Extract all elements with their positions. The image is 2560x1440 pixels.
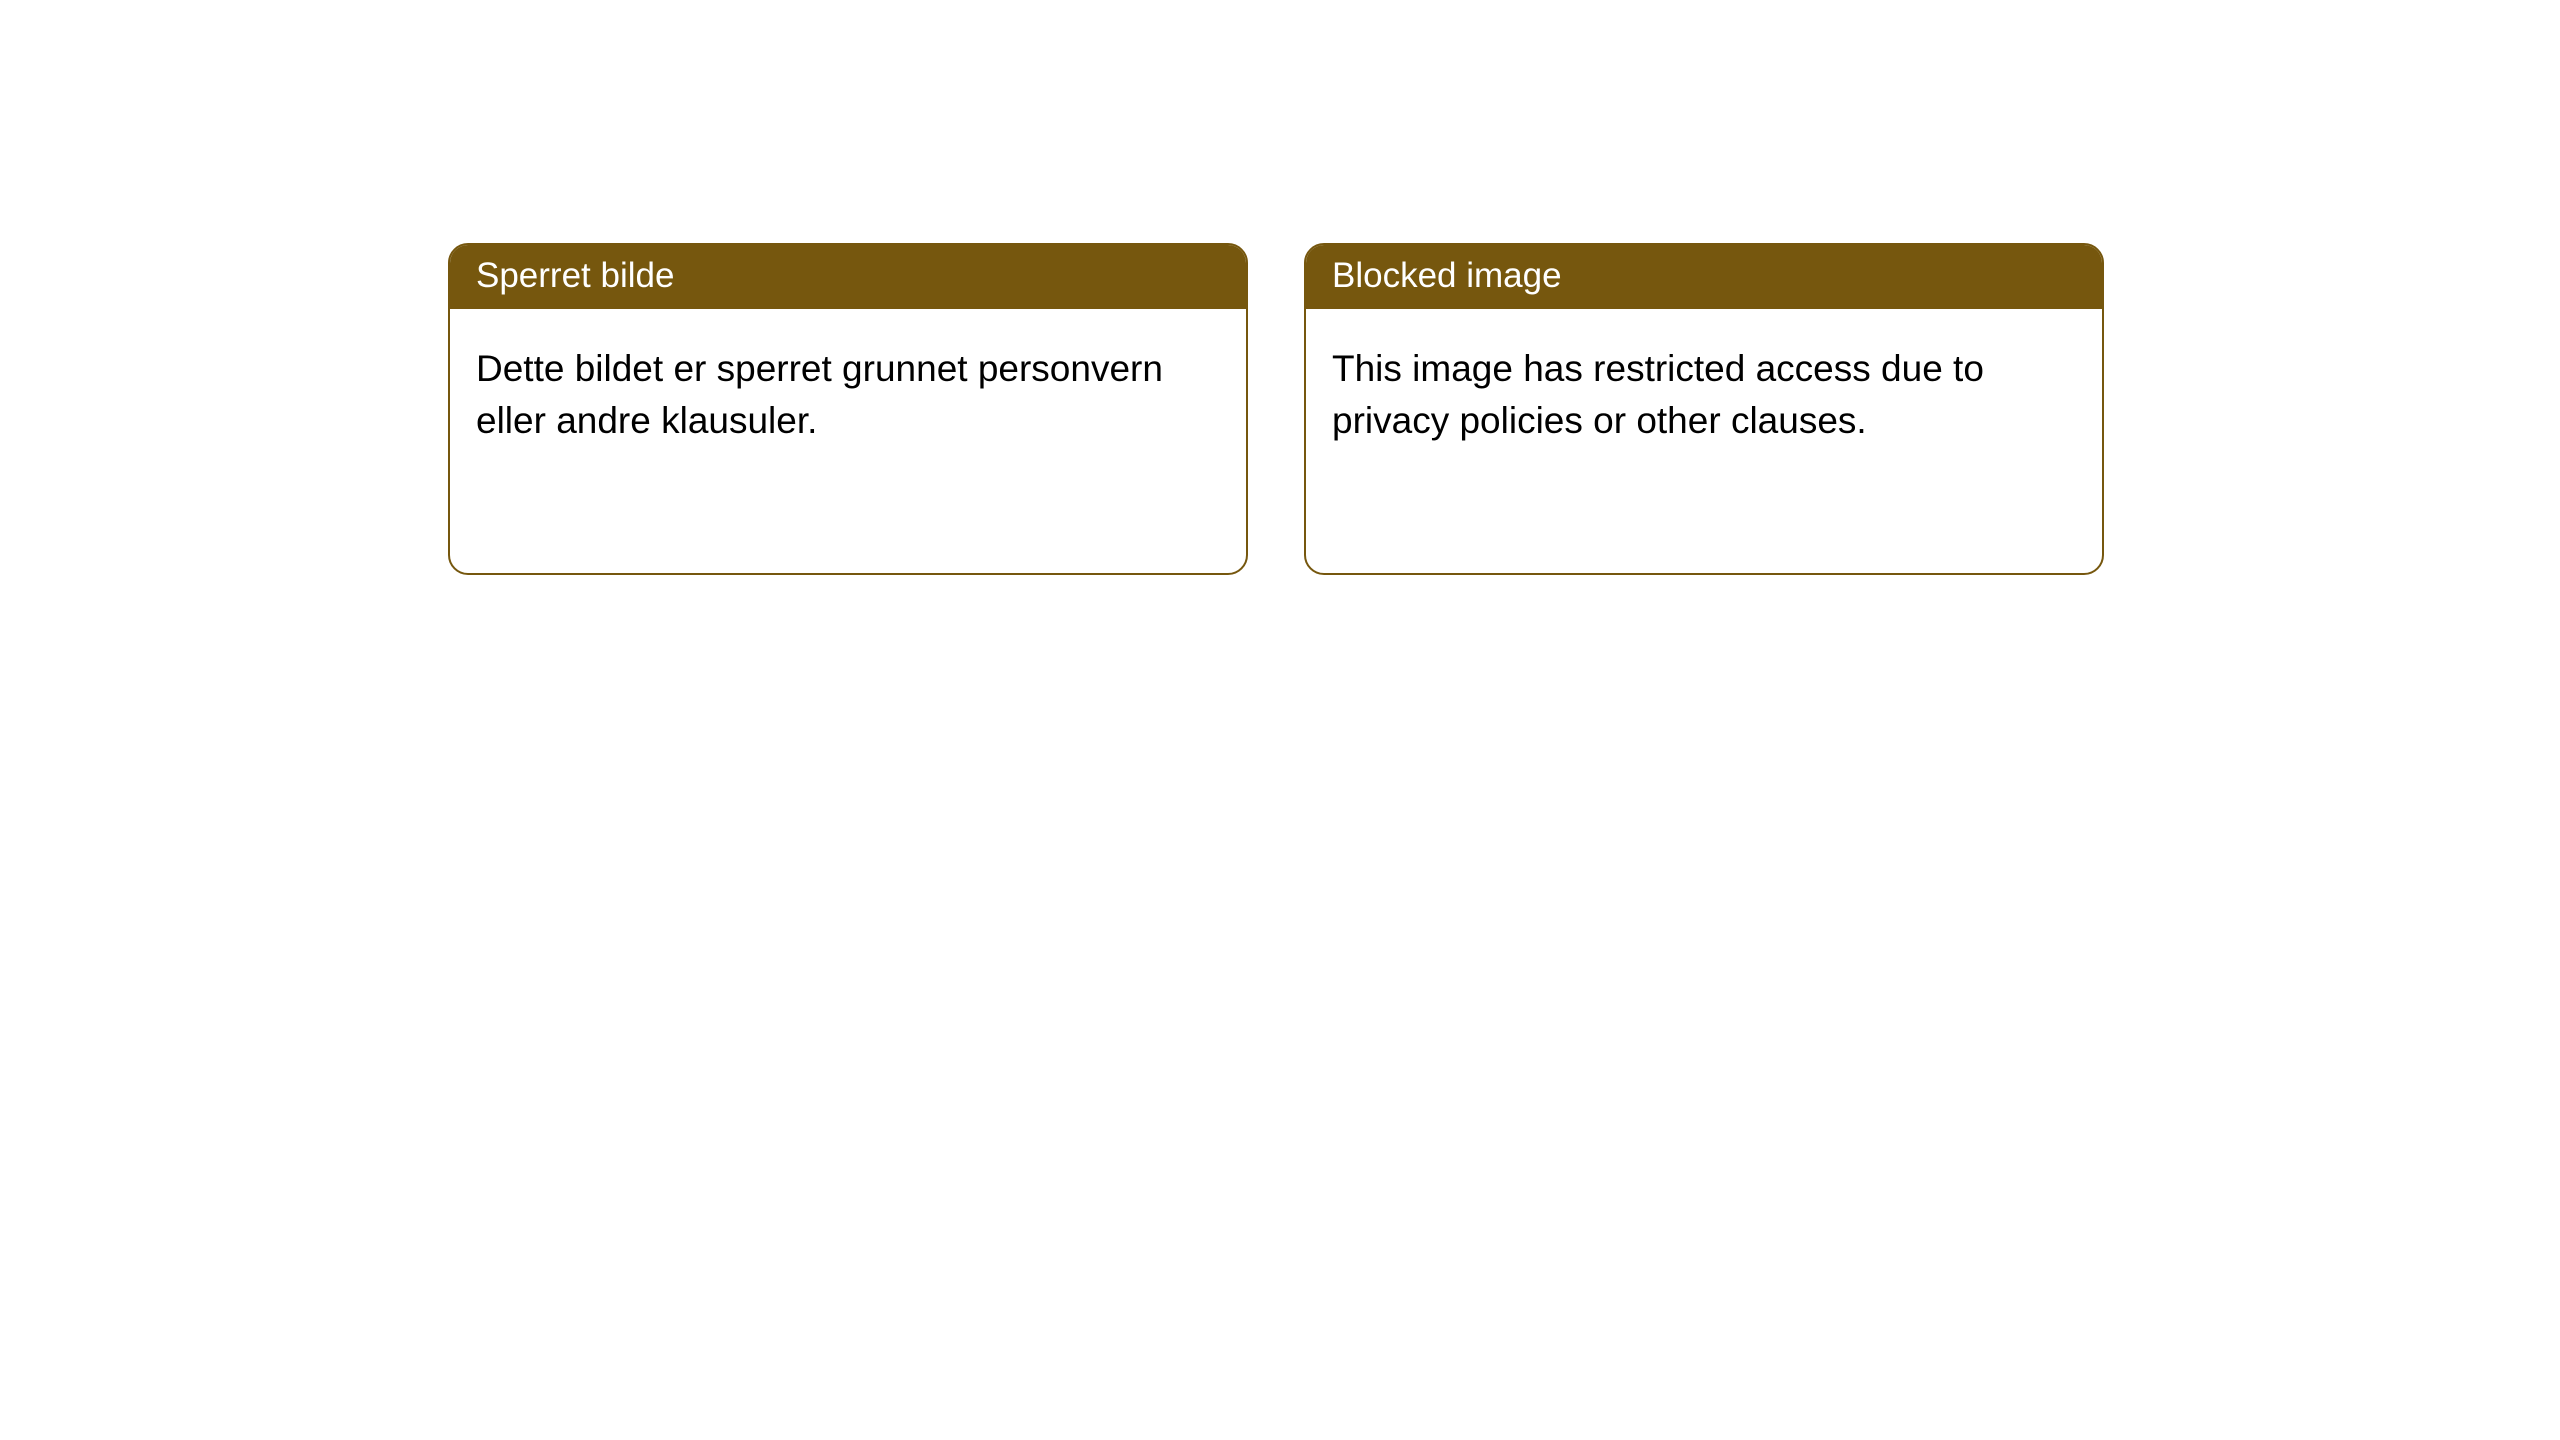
notice-card-english: Blocked image This image has restricted … xyxy=(1304,243,2104,575)
card-message: Dette bildet er sperret grunnet personve… xyxy=(450,309,1246,481)
notice-container: Sperret bilde Dette bildet er sperret gr… xyxy=(0,0,2560,575)
notice-card-norwegian: Sperret bilde Dette bildet er sperret gr… xyxy=(448,243,1248,575)
card-title: Blocked image xyxy=(1306,245,2102,309)
card-message: This image has restricted access due to … xyxy=(1306,309,2102,481)
card-title: Sperret bilde xyxy=(450,245,1246,309)
